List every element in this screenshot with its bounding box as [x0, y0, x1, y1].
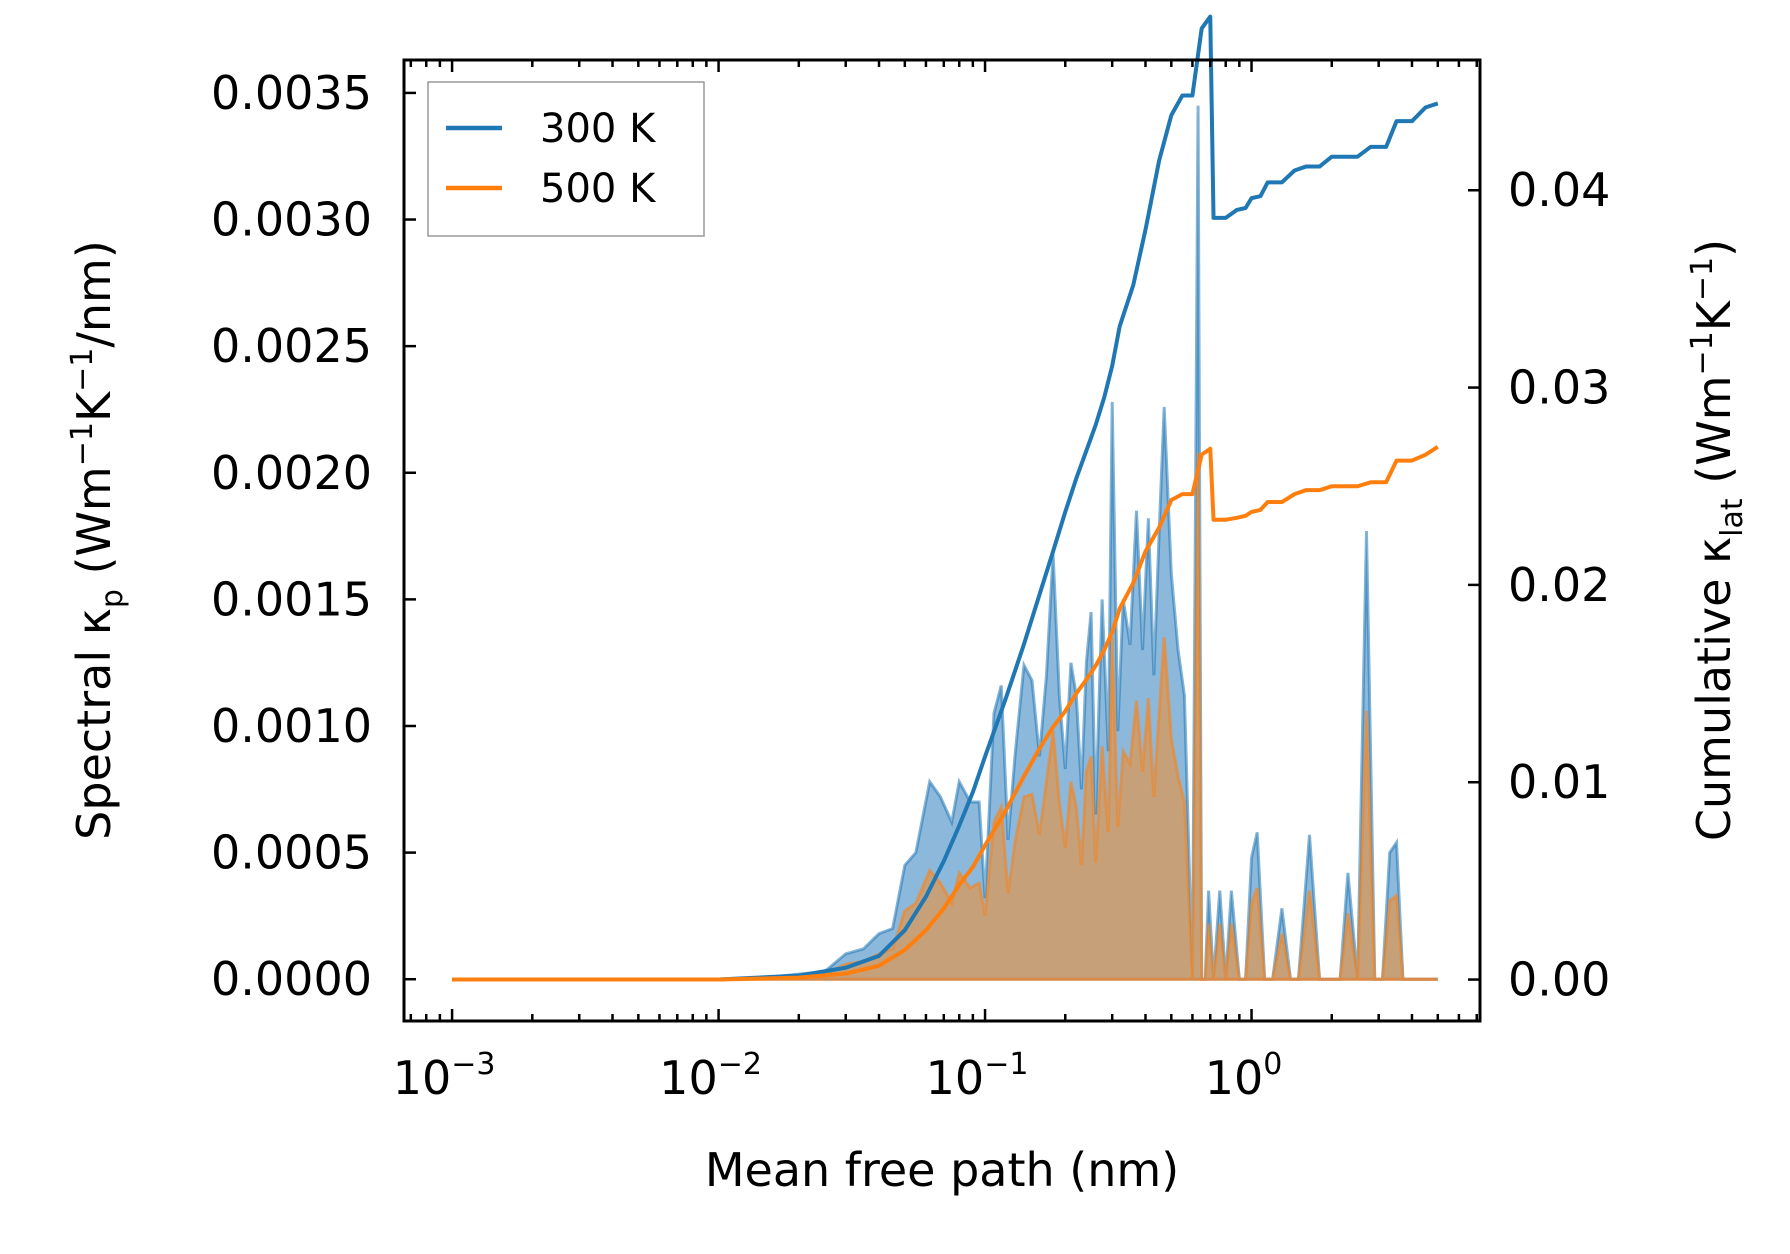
x-tick-label: 10−2 — [659, 1047, 762, 1105]
legend-label-300k: 300 K — [540, 106, 657, 152]
y-right-tick-label: 0.02 — [1508, 558, 1610, 612]
y-right-title-pre: Cumulative κ — [1687, 537, 1741, 841]
y-right-title-sub: lat — [1715, 498, 1750, 537]
y-left-tick-label: 0.0000 — [211, 952, 372, 1006]
plot-frame — [402, 58, 1482, 1023]
y-right-title-sup1: −1 — [1685, 331, 1720, 375]
y-right-title-mid2: K — [1687, 299, 1741, 331]
x-axis-title: Mean free path (nm) — [705, 1143, 1179, 1197]
x-tick-label: 100 — [1205, 1047, 1283, 1105]
x-tick-label: 10−3 — [393, 1047, 496, 1105]
y-left-tick-label: 0.0010 — [211, 699, 372, 753]
y-right-tick-label: 0.03 — [1508, 361, 1610, 415]
y-left-title-mid2: K — [67, 390, 121, 422]
x-tick-label-base: 10 — [659, 1051, 718, 1105]
x-tick-label: 10−1 — [926, 1047, 1029, 1105]
y-right-title-mid1: (Wm — [1687, 375, 1741, 498]
x-tick-label-base: 10 — [393, 1051, 452, 1105]
cumulative-line-500k — [452, 445, 1439, 982]
y-left-tick-label: 0.0020 — [211, 446, 372, 500]
legend-label-500k: 500 K — [540, 166, 657, 212]
y-left-title-sup1: −1 — [65, 422, 100, 466]
y-right-tick-label: 0.01 — [1508, 755, 1610, 809]
y-right-title-sup2: −1 — [1685, 257, 1720, 301]
y-right-title-post: ) — [1687, 239, 1741, 257]
y-axis-title-left: Spectral κp (Wm−1K−1/nm) — [65, 240, 130, 840]
y-left-tick-label: 0.0005 — [211, 826, 372, 880]
cumulative-line-group — [452, 14, 1439, 982]
y-left-title-sup2: −1 — [65, 348, 100, 392]
x-tick-label-exponent: −3 — [451, 1047, 495, 1082]
y-left-tick-label: 0.0015 — [211, 572, 372, 626]
y-left-title-sub: p — [95, 589, 130, 608]
legend: 300 K 500 K — [427, 81, 705, 237]
x-tick-label-base: 10 — [1205, 1051, 1264, 1105]
x-tick-label-base: 10 — [926, 1051, 985, 1105]
x-tick-label-exponent: −1 — [984, 1047, 1028, 1082]
y-left-tick-label: 0.0035 — [211, 66, 372, 120]
y-left-title-post: /nm) — [67, 240, 121, 347]
legend-box — [427, 81, 705, 237]
cumulative-line-300k — [452, 14, 1439, 982]
y-axis-title-right: Cumulative κlat (Wm−1K−1) — [1685, 239, 1750, 841]
y-left-title-pre: Spectral κ — [67, 608, 121, 840]
tick-group: 10−3 10−2 10−1 1000.00000.00050.00100.00150… — [211, 60, 1610, 1105]
x-tick-label-exponent: 0 — [1263, 1047, 1282, 1082]
y-left-tick-label: 0.0025 — [211, 319, 372, 373]
y-left-tick-label: 0.0030 — [211, 193, 372, 247]
y-left-title-mid1: (Wm — [67, 466, 121, 589]
y-right-tick-label: 0.00 — [1508, 953, 1610, 1007]
x-tick-label-exponent: −2 — [718, 1047, 762, 1082]
y-right-tick-label: 0.04 — [1508, 163, 1610, 217]
